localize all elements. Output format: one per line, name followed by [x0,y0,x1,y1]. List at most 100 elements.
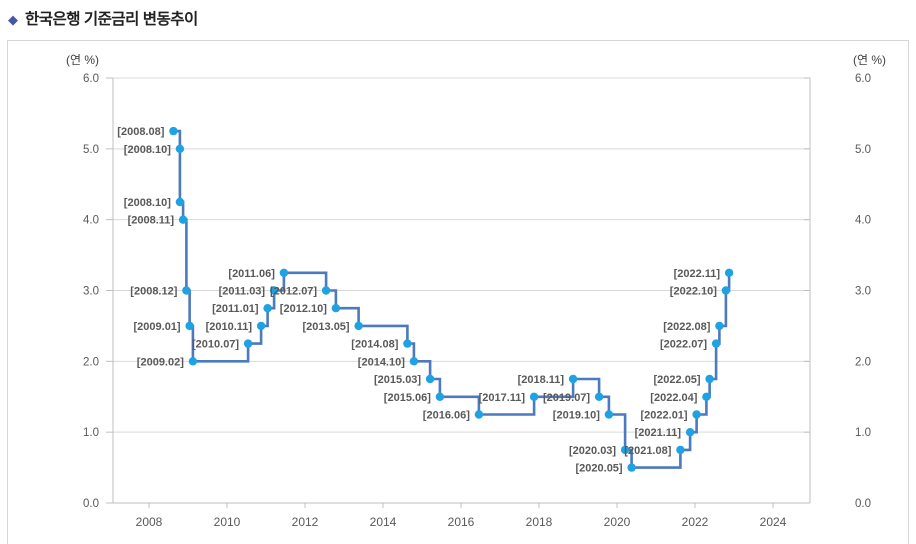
data-point-label: [2010.07] [192,339,239,351]
data-point-label: [2020.05] [576,463,623,475]
x-tick-label: 2022 [682,515,709,529]
rate-step-line [173,129,731,469]
data-point-label: [2008.12] [130,286,177,298]
data-point-marker [568,374,578,384]
data-point-marker [685,428,695,437]
x-tick-label: 2012 [292,515,319,529]
data-point-label: [2022.04] [650,392,697,404]
y-tick-label-right: 6.0 [855,73,871,85]
data-point-marker [279,268,289,277]
y-tick-label-left: 2.0 [83,356,99,368]
diamond-bullet-icon: ◆ [8,11,18,27]
y-tick-label-right: 1.0 [855,427,871,439]
data-point-label: [2012.07] [270,286,317,298]
data-point-label: [2019.07] [543,392,590,404]
data-point-marker [705,374,714,384]
data-point-label: [2012.10] [280,303,327,315]
data-point-label: [2022.07] [660,339,707,351]
y-tick-label-right: 4.0 [855,215,871,227]
y-tick-label-right: 2.0 [855,356,871,368]
data-point-marker [721,286,731,295]
data-point-label: [2022.08] [663,321,710,333]
x-tick-label: 2020 [604,515,631,529]
chart-container [7,40,909,544]
data-point-marker [435,392,445,401]
data-point-label: [2011.03] [219,286,266,298]
data-point-marker [243,339,253,348]
y-tick-label-left: 6.0 [83,73,99,85]
data-point-label: [2014.10] [358,356,405,368]
y-tick-label-left: 4.0 [83,215,99,227]
data-point-label: [2022.01] [641,410,688,422]
data-point-label: [2015.03] [374,374,421,386]
data-point-label: [2010.11] [206,321,253,333]
data-point-marker [354,321,363,331]
data-point-label: [2011.01] [212,303,259,315]
data-point-label: [2022.05] [654,374,701,386]
data-point-label: [2009.02] [137,356,184,368]
data-point-marker [692,410,701,419]
y-tick-label-left: 0.0 [83,498,99,510]
data-point-marker [169,126,178,136]
data-point-label: [2008.08] [117,126,164,138]
y-tick-label-left: 1.0 [83,427,99,439]
data-point-label: [2008.11] [128,215,175,227]
data-point-marker [474,410,484,419]
x-tick-label: 2010 [214,515,241,529]
data-point-marker [425,374,435,384]
data-point-marker [331,304,341,313]
data-point-label: [2016.06] [423,410,470,422]
data-point-marker [256,321,266,331]
data-point-marker [175,197,185,207]
data-point-marker [711,339,721,348]
data-point-marker [409,357,419,366]
data-point-marker [263,304,272,313]
data-point-marker [178,215,188,224]
data-point-label: [2021.08] [624,445,671,457]
y-tick-label-right: 0.0 [855,498,871,510]
data-point-label: [2011.06] [228,268,275,280]
data-point-marker [175,144,185,153]
chart-section-header: ◆ 한국은행 기준금리 변동추이 [8,7,198,29]
data-point-label: [2020.03] [569,445,616,457]
data-point-marker [715,321,724,331]
x-tick-label: 2014 [370,515,397,529]
data-point-marker [604,410,614,419]
data-point-label: [2017.11] [479,392,526,404]
x-tick-label: 2024 [760,515,787,529]
data-point-label: [2022.11] [674,268,721,280]
data-point-marker [321,286,331,295]
y-tick-label-right: 3.0 [855,286,871,298]
data-point-marker [676,445,685,455]
data-point-label: [2015.06] [384,392,431,404]
x-tick-label: 2008 [136,515,163,529]
y-tick-label-left: 5.0 [83,144,99,156]
data-point-marker [188,357,198,366]
data-point-marker [529,392,539,401]
unit-label-left: (연 %) [66,53,99,67]
data-point-label: [2019.10] [553,410,600,422]
y-tick-label-left: 3.0 [83,286,99,298]
data-point-label: [2018.11] [518,374,565,386]
data-point-marker [403,339,412,348]
data-point-marker [269,286,279,295]
data-point-marker [594,392,604,401]
unit-label-right: (연 %) [853,53,886,67]
data-point-marker [620,445,630,455]
data-point-marker [724,268,734,277]
data-point-marker [182,286,191,295]
data-point-label: [2009.01] [134,321,181,333]
data-point-marker [702,392,711,401]
data-point-label: [2021.11] [635,427,682,439]
y-tick-label-right: 5.0 [855,144,871,156]
data-point-label: [2022.10] [670,286,717,298]
page-title: 한국은행 기준금리 변동추이 [25,11,198,28]
data-point-label: [2013.05] [303,321,350,333]
data-point-label: [2014.08] [351,339,398,351]
data-point-marker [627,463,636,472]
x-tick-label: 2018 [526,515,553,529]
data-point-marker [185,321,194,331]
data-point-label: [2008.10] [124,144,171,156]
